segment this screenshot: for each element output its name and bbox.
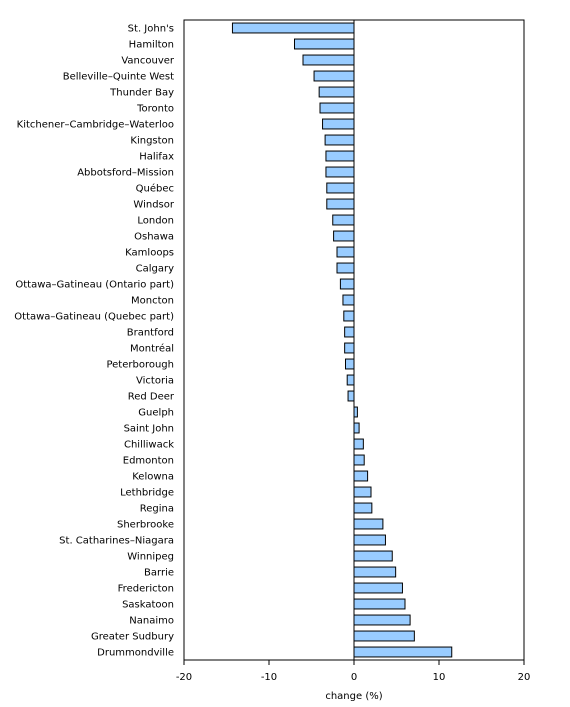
- bar-29: [353, 486, 372, 498]
- bar-30: [353, 502, 373, 514]
- category-label: Victoria: [136, 376, 174, 387]
- category-label: Chilliwack: [124, 440, 174, 451]
- category-label: Oshawa: [134, 232, 174, 243]
- category-label: Peterborough: [106, 360, 174, 371]
- category-label: Ottawa–Gatineau (Ontario part): [15, 280, 174, 291]
- category-label: St. Catharines–Niagara: [59, 536, 174, 547]
- bar-2: [302, 54, 355, 66]
- bar-20: [344, 342, 355, 354]
- category-label: Drummondville: [97, 648, 174, 659]
- category-label: Abbotsford–Mission: [77, 168, 174, 179]
- bar-24: [353, 406, 358, 418]
- x-tick-label: 10: [433, 672, 446, 683]
- x-axis-title: change (%): [325, 691, 382, 702]
- category-label: Kamloops: [125, 248, 174, 259]
- bar-3: [313, 70, 355, 82]
- category-label: Greater Sudbury: [91, 632, 174, 643]
- bar-14: [336, 246, 355, 258]
- bar-6: [322, 118, 355, 130]
- bar-9: [325, 166, 355, 178]
- bar-35: [353, 582, 403, 594]
- category-label: Kelowna: [132, 472, 174, 483]
- category-label: Saint John: [124, 424, 174, 435]
- bar-38: [353, 630, 415, 642]
- bar-18: [343, 310, 355, 322]
- bar-28: [353, 470, 369, 482]
- x-axis-ticks-group: -20 -10 0 10 20: [176, 660, 531, 683]
- bar-0: [231, 22, 355, 34]
- bar-1: [294, 38, 355, 50]
- category-label: Regina: [140, 504, 174, 515]
- category-label: Thunder Bay: [109, 88, 174, 99]
- bar-37: [353, 614, 411, 626]
- bar-7: [324, 134, 355, 146]
- bar-31: [353, 518, 384, 530]
- category-label: St. John's: [128, 24, 174, 35]
- bar-8: [325, 150, 355, 162]
- bar-39: [353, 646, 453, 658]
- category-label: Toronto: [136, 104, 174, 115]
- category-label: Saskatoon: [122, 600, 174, 611]
- category-label: Halifax: [139, 152, 174, 163]
- x-tick-label: 0: [351, 672, 357, 683]
- bar-21: [345, 358, 355, 370]
- category-label: Nanaimo: [129, 616, 174, 627]
- bar-32: [353, 534, 386, 546]
- category-label: Guelph: [138, 408, 174, 419]
- x-tick-label: 20: [518, 672, 531, 683]
- category-label: Windsor: [133, 200, 174, 211]
- category-label: Moncton: [131, 296, 174, 307]
- bar-11: [326, 198, 355, 210]
- category-label: Edmonton: [123, 456, 174, 467]
- x-tick-label: -10: [261, 672, 277, 683]
- bar-12: [332, 214, 355, 226]
- category-label: Kitchener–Cambridge–Waterloo: [17, 120, 174, 131]
- category-label: Winnipeg: [127, 552, 174, 563]
- category-label: Sherbrooke: [117, 520, 174, 531]
- bar-5: [319, 102, 355, 114]
- category-label: Montréal: [130, 343, 174, 355]
- category-label: Red Deer: [128, 392, 175, 403]
- bars-group: [231, 22, 453, 658]
- bar-26: [353, 438, 364, 450]
- bar-4: [318, 86, 355, 98]
- bar-13: [333, 230, 355, 242]
- category-label: London: [137, 216, 174, 227]
- bar-25: [353, 422, 360, 434]
- category-label: Ottawa–Gatineau (Quebec part): [14, 312, 174, 323]
- category-label: Brantford: [127, 328, 174, 339]
- bar-33: [353, 550, 393, 562]
- category-label: Calgary: [136, 264, 174, 275]
- category-label: Hamilton: [129, 40, 174, 51]
- bar-22: [346, 374, 355, 386]
- category-label: Vancouver: [121, 56, 175, 67]
- category-label: Fredericton: [118, 584, 174, 595]
- bar-17: [342, 294, 355, 306]
- category-label: Belleville–Quinte West: [63, 72, 174, 83]
- category-label: Barrie: [144, 568, 174, 579]
- bar-19: [344, 326, 355, 338]
- bar-16: [339, 278, 355, 290]
- x-tick-label: -20: [176, 672, 192, 683]
- bar-27: [353, 454, 365, 466]
- category-label: Québec: [136, 183, 174, 195]
- category-label: Lethbridge: [120, 488, 174, 499]
- bar-34: [353, 566, 397, 578]
- bar-23: [347, 390, 355, 402]
- bar-36: [353, 598, 406, 610]
- bar-15: [336, 262, 355, 274]
- category-labels-group: St. John's Hamilton Vancouver Belleville–Qu…: [14, 24, 175, 659]
- bar-10: [326, 182, 355, 194]
- category-label: Kingston: [130, 136, 174, 147]
